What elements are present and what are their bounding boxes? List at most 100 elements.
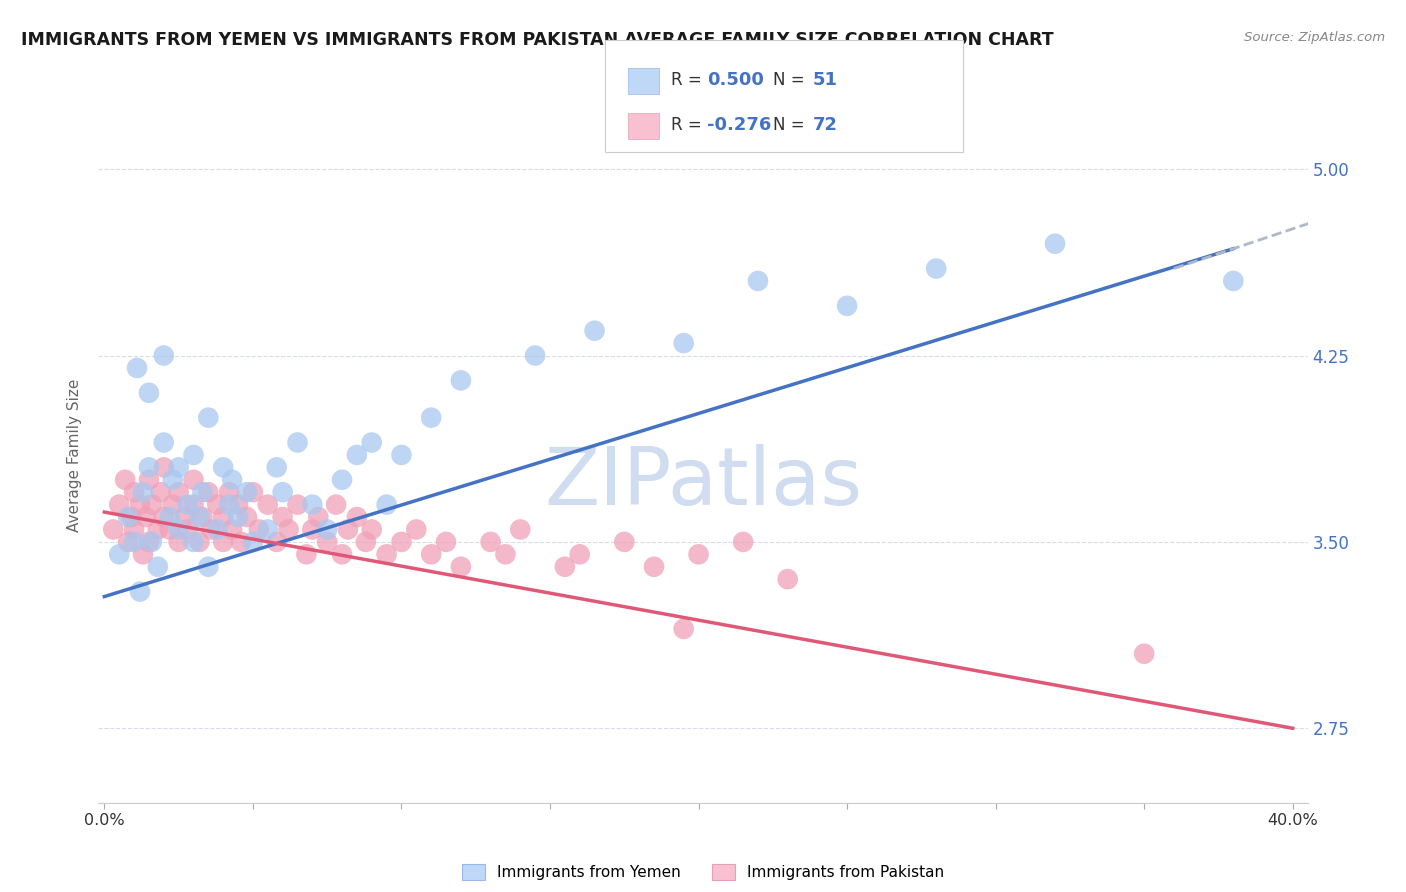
Point [122,534,145,549]
Point [125,360,148,375]
Point [146,523,169,537]
Point [583,324,606,338]
Point [360,523,382,537]
Text: 51: 51 [813,71,838,89]
Point [434,534,457,549]
Point [733,534,755,549]
Point [236,485,259,500]
Point [183,498,205,512]
Point [221,473,243,487]
Point [391,448,413,462]
Point [226,510,249,524]
Point [197,485,219,500]
Point [152,460,174,475]
Point [336,523,359,537]
Text: N =: N = [773,116,810,134]
Point [405,523,427,537]
Point [277,523,299,537]
Point [242,534,264,549]
Text: -0.276: -0.276 [707,116,772,134]
Point [191,485,214,500]
Point [218,498,240,512]
Point [132,485,155,500]
Point [221,523,243,537]
Point [212,534,235,549]
Point [149,485,172,500]
Point [229,534,252,549]
Point [375,547,398,561]
Point [117,510,139,524]
Point [183,448,205,462]
Point [103,523,125,537]
Point [287,498,309,512]
Point [197,559,219,574]
Point [141,534,163,549]
Point [212,460,235,475]
Point [167,523,190,537]
Point [450,559,472,574]
Point [242,485,264,500]
Point [122,523,145,537]
Point [108,547,131,561]
Point [197,410,219,425]
Point [207,523,229,537]
Point [450,373,472,387]
Point [114,473,136,487]
Point [672,622,695,636]
Point [256,498,278,512]
Point [188,510,211,524]
Point [266,534,288,549]
Point [183,534,205,549]
Point [568,547,591,561]
Point [524,349,547,363]
Text: N =: N = [773,71,810,89]
Point [188,534,211,549]
Point [138,473,160,487]
Point [108,498,131,512]
Point [152,435,174,450]
Point [554,559,576,574]
Point [301,523,323,537]
Point [167,534,190,549]
Point [200,523,222,537]
Point [256,523,278,537]
Point [138,460,160,475]
Point [207,498,229,512]
Point [176,498,198,512]
Point [672,336,695,351]
Point [375,498,398,512]
Point [159,510,181,524]
Point [212,510,235,524]
Point [271,485,294,500]
Point [613,534,636,549]
Point [191,510,214,524]
Text: ZIPatlas: ZIPatlas [544,443,862,522]
Point [287,435,309,450]
Point [391,534,413,549]
Point [122,485,145,500]
Point [672,871,695,885]
Point [117,534,139,549]
Point [226,498,249,512]
Text: Source: ZipAtlas.com: Source: ZipAtlas.com [1244,31,1385,45]
Point [183,473,205,487]
Point [316,523,339,537]
Point [688,547,710,561]
Point [346,448,368,462]
Text: IMMIGRANTS FROM YEMEN VS IMMIGRANTS FROM PAKISTAN AVERAGE FAMILY SIZE CORRELATIO: IMMIGRANTS FROM YEMEN VS IMMIGRANTS FROM… [21,31,1053,49]
Point [173,510,195,524]
Point [316,534,339,549]
Point [236,510,259,524]
Point [747,274,769,288]
Point [247,523,270,537]
Y-axis label: Average Family Size: Average Family Size [67,378,83,532]
Point [330,473,353,487]
Point [129,584,152,599]
Point [138,385,160,400]
Point [218,485,240,500]
Point [835,299,858,313]
Point [509,523,531,537]
Point [176,523,198,537]
Point [1133,647,1156,661]
Legend: Immigrants from Yemen, Immigrants from Pakistan: Immigrants from Yemen, Immigrants from P… [463,864,943,880]
